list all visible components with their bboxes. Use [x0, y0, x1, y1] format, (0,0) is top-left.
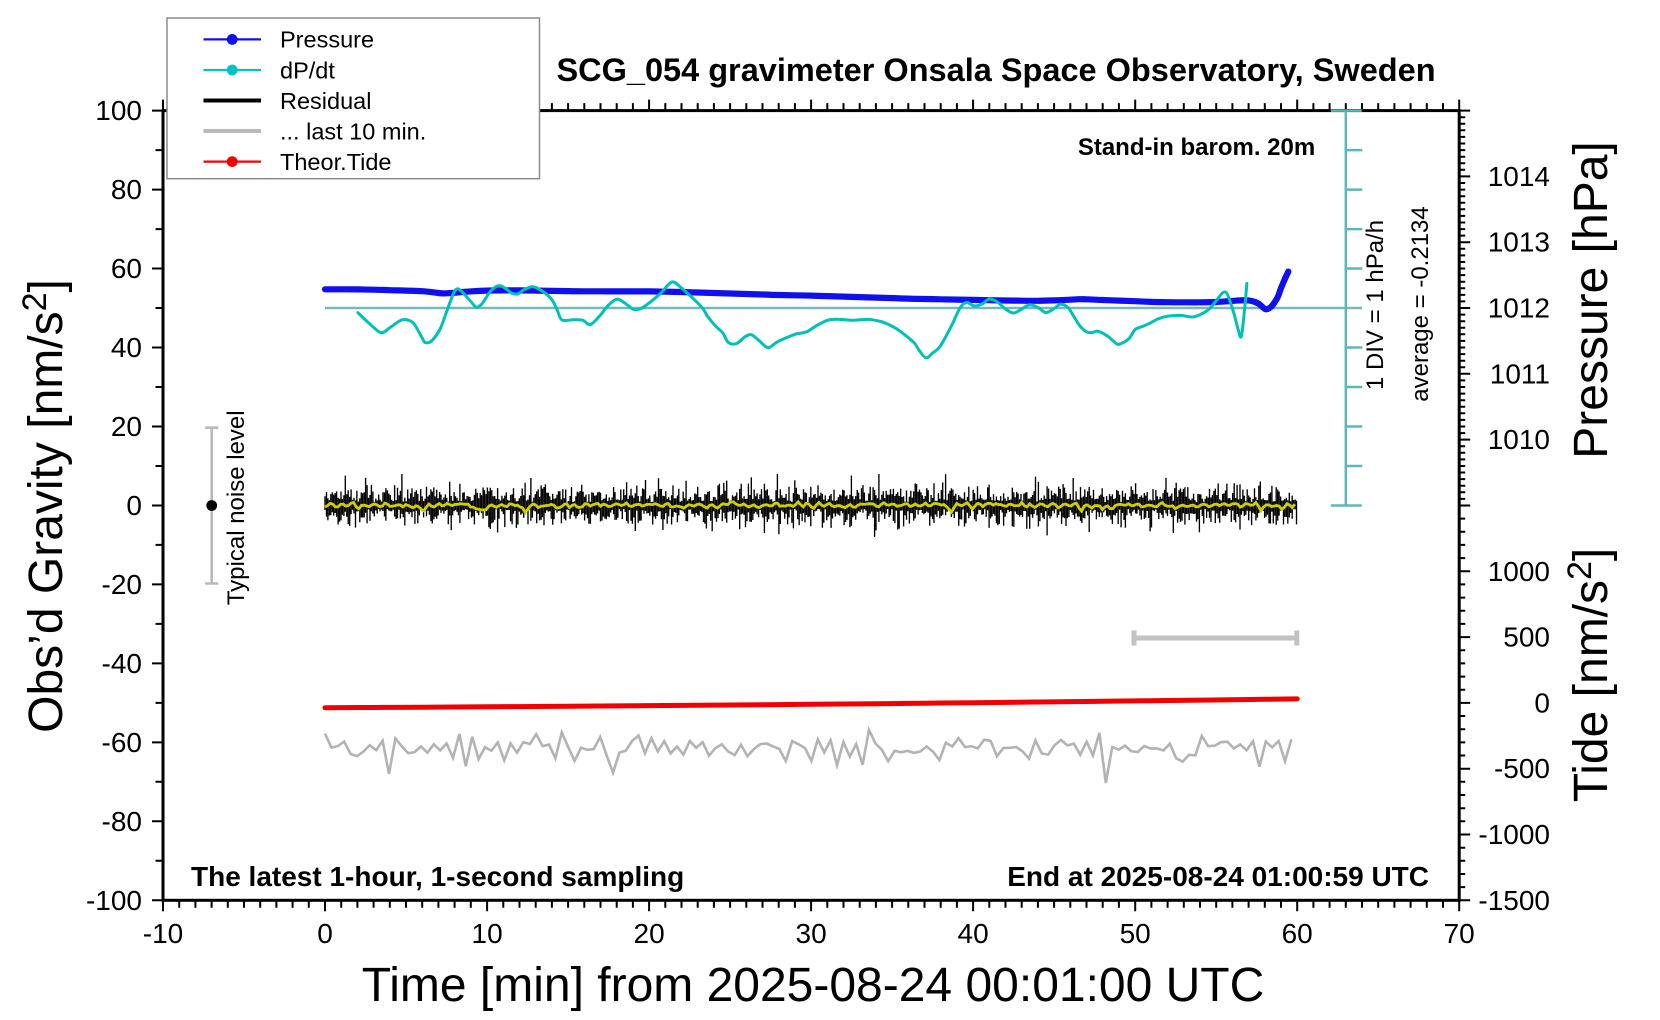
svg-text:60: 60: [111, 253, 142, 284]
svg-text:Pressure [hPa]: Pressure [hPa]: [1565, 141, 1618, 458]
svg-text:... last 10 min.: ... last 10 min.: [280, 118, 426, 144]
svg-text:30: 30: [796, 918, 827, 949]
svg-text:1 DIV = 1 hPa/h: 1 DIV = 1 hPa/h: [1362, 220, 1389, 390]
svg-text:20: 20: [111, 411, 142, 442]
svg-text:1013: 1013: [1488, 227, 1550, 258]
svg-text:-20: -20: [102, 569, 142, 600]
svg-text:The latest 1-hour, 1-second sa: The latest 1-hour, 1-second sampling: [191, 861, 684, 892]
svg-text:1012: 1012: [1488, 293, 1550, 324]
svg-text:-60: -60: [102, 727, 142, 758]
svg-text:Time [min] from 2025-08-24 00:: Time [min] from 2025-08-24 00:01:00 UTC: [362, 959, 1265, 1012]
svg-text:20: 20: [634, 918, 665, 949]
svg-text:0: 0: [1534, 687, 1550, 718]
svg-text:100: 100: [95, 95, 142, 126]
svg-text:average = -0.2134: average = -0.2134: [1407, 206, 1434, 401]
svg-text:1000: 1000: [1488, 556, 1550, 587]
svg-text:Obs’d Gravity [nm/s2]: Obs’d Gravity [nm/s2]: [16, 279, 73, 733]
svg-text:0: 0: [126, 490, 142, 521]
svg-text:70: 70: [1444, 918, 1475, 949]
svg-text:Pressure: Pressure: [280, 27, 374, 53]
svg-text:50: 50: [1120, 918, 1151, 949]
svg-text:1011: 1011: [1490, 358, 1550, 389]
svg-text:dP/dt: dP/dt: [280, 57, 335, 83]
svg-text:-100: -100: [86, 885, 142, 916]
svg-text:End at 2025-08-24 01:00:59 UTC: End at 2025-08-24 01:00:59 UTC: [1007, 861, 1429, 892]
svg-text:Typical noise level: Typical noise level: [223, 410, 250, 605]
svg-text:60: 60: [1282, 918, 1313, 949]
svg-text:-500: -500: [1494, 753, 1550, 784]
svg-text:Theor.Tide: Theor.Tide: [280, 149, 391, 175]
svg-text:-10: -10: [143, 918, 183, 949]
svg-text:Residual: Residual: [280, 88, 371, 114]
svg-text:-40: -40: [102, 648, 142, 679]
svg-text:1014: 1014: [1488, 161, 1550, 192]
svg-text:-1000: -1000: [1478, 819, 1550, 850]
svg-text:0: 0: [317, 918, 333, 949]
svg-text:10: 10: [472, 918, 503, 949]
svg-text:1010: 1010: [1488, 424, 1550, 455]
svg-text:40: 40: [958, 918, 989, 949]
svg-text:-1500: -1500: [1478, 885, 1550, 916]
svg-text:80: 80: [111, 174, 142, 205]
svg-text:Tide [nm/s2]: Tide [nm/s2]: [1561, 548, 1618, 803]
svg-text:-80: -80: [102, 806, 142, 837]
svg-text:SCG_054 gravimeter Onsala Spac: SCG_054 gravimeter Onsala Space Observat…: [556, 52, 1435, 88]
svg-text:500: 500: [1503, 622, 1550, 653]
svg-text:Stand-in barom. 20m: Stand-in barom. 20m: [1078, 134, 1315, 161]
svg-text:40: 40: [111, 332, 142, 363]
